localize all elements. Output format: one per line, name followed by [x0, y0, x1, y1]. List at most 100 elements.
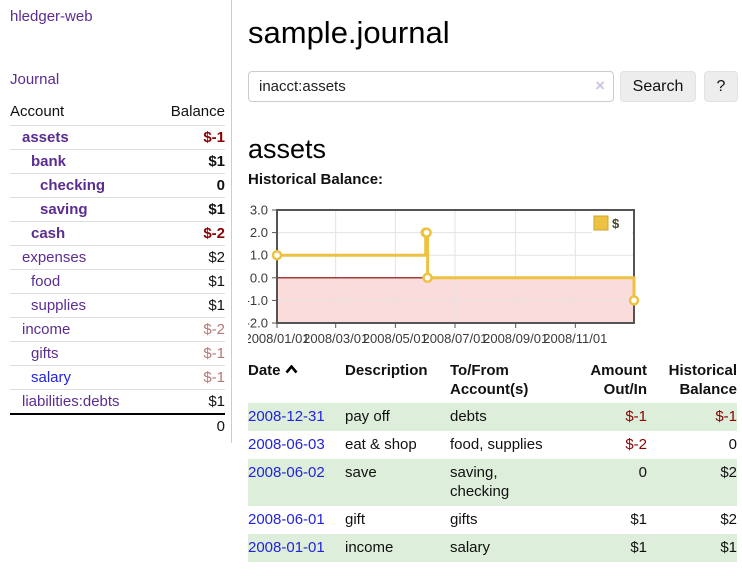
sidebar: hledger-web Journal Account Balance asse…: [0, 0, 232, 443]
legend-swatch: [593, 215, 609, 231]
account-balance: $1: [153, 197, 225, 222]
account-balance: $2: [153, 245, 225, 270]
account-row: cash $-2: [10, 221, 225, 246]
account-link-salary[interactable]: salary: [31, 369, 72, 386]
clear-search-icon[interactable]: ×: [595, 76, 605, 95]
register-col-amount-out-in: Amount Out/In: [590, 362, 647, 398]
register-accounts-cell: debts: [450, 408, 487, 425]
account-link-cash[interactable]: cash: [31, 225, 66, 242]
account-row: bank $1: [10, 149, 225, 174]
legend-label: $: [612, 216, 620, 231]
y-tick-label: -1.0: [248, 293, 268, 308]
account-name-cell: salary: [10, 365, 154, 390]
x-tick-label: 2008/07/01: [422, 331, 487, 346]
account-name-cell: expenses: [10, 245, 154, 270]
transaction-date-link[interactable]: 2008-12-31: [248, 408, 325, 425]
account-link-food[interactable]: food: [31, 273, 61, 290]
register-accounts-cell: salary: [450, 539, 491, 556]
account-balance: $-1: [153, 341, 225, 366]
register-row: 2008-01-01 income salary $1 $1: [248, 534, 737, 562]
sidebar-item-journal[interactable]: Journal: [10, 71, 60, 88]
data-point: [421, 227, 432, 238]
account-link-checking[interactable]: checking: [40, 177, 106, 194]
register-date-cell: 2008-06-02: [248, 459, 345, 506]
account-heading: assets: [248, 134, 327, 165]
account-row: expenses $2: [10, 245, 225, 270]
account-link-saving[interactable]: saving: [40, 201, 88, 218]
x-tick-label: 2008/05/01: [363, 331, 428, 346]
transaction-date-link[interactable]: 2008-01-01: [248, 539, 325, 556]
register-col-date[interactable]: Date: [248, 358, 345, 403]
data-point: [271, 249, 283, 261]
plot-border: [276, 209, 635, 324]
account-balance: $-2: [153, 221, 225, 246]
register-header-row: Date Description To/From Account(s) Amount Ou…: [248, 358, 737, 403]
search-input[interactable]: [248, 71, 614, 102]
chart-legend: $: [592, 214, 632, 234]
page-title: sample.journal: [248, 14, 450, 50]
account-balance: $1: [153, 293, 225, 318]
register-description-cell: gift: [345, 511, 366, 528]
account-name-cell: saving: [10, 197, 154, 222]
register-description-cell: save: [345, 464, 377, 481]
register-accounts-cell: gifts: [450, 511, 478, 528]
register-description-cell: income: [345, 539, 394, 556]
register-balance-cell: $1: [720, 539, 737, 556]
y-tick-label: 2.0: [250, 225, 268, 240]
register-amount-cell: $-1: [625, 408, 647, 425]
account-row: liabilities:debts $1: [10, 389, 225, 414]
account-name-cell: bank: [10, 149, 154, 174]
register-row: 2008-12-31 pay off debts $-1 $-1: [248, 403, 737, 431]
register-balance-cell: 0: [728, 436, 737, 453]
accounts-total-balance: 0: [153, 413, 225, 438]
y-tick-label: -2.0: [248, 316, 268, 331]
register-balance-cell: $-1: [715, 408, 737, 425]
account-link-income[interactable]: income: [22, 321, 71, 338]
register-balance-cell: $2: [720, 511, 737, 528]
register-col-description: Description: [345, 362, 428, 379]
account-name-cell: assets: [10, 125, 154, 150]
register-description-cell: eat & shop: [345, 436, 417, 453]
register-col-to-from-account-s-: To/From Account(s): [450, 362, 529, 398]
x-tick-label: 2008/01/01: [248, 331, 310, 346]
y-tick-label: 1.0: [250, 248, 268, 263]
register-row: 2008-06-02 save saving, checking 0 $2: [248, 459, 737, 506]
account-row: saving $1: [10, 197, 225, 222]
account-link-supplies[interactable]: supplies: [31, 297, 87, 314]
register-row: 2008-06-03 eat & shop food, supplies $-2 0: [248, 431, 737, 459]
account-balance: $1: [153, 269, 225, 294]
account-row: salary $-1: [10, 365, 225, 390]
account-link-expenses[interactable]: expenses: [22, 249, 87, 266]
register-date-cell: 2008-06-01: [248, 506, 345, 534]
transaction-date-link[interactable]: 2008-06-01: [248, 511, 325, 528]
register-amount-cell: 0: [638, 464, 647, 481]
account-name-cell: gifts: [10, 341, 154, 366]
brand-link[interactable]: hledger-web: [10, 8, 93, 25]
account-balance: $-2: [153, 317, 225, 342]
account-name-cell: supplies: [10, 293, 154, 318]
account-link-assets[interactable]: assets: [22, 129, 69, 146]
account-balance: $-1: [153, 365, 225, 390]
account-link-gifts[interactable]: gifts: [31, 345, 59, 362]
data-point: [628, 295, 640, 306]
transaction-date-link[interactable]: 2008-06-03: [248, 436, 325, 453]
transaction-date-link[interactable]: 2008-06-02: [248, 464, 325, 481]
help-button[interactable]: ?: [704, 71, 738, 102]
register-date-cell: 2008-01-01: [248, 534, 345, 562]
account-name-cell: checking: [10, 173, 154, 198]
account-name-cell: cash: [10, 221, 154, 246]
register-amount-cell: $1: [630, 539, 647, 556]
chart-title: Historical Balance:: [248, 171, 384, 188]
account-link-bank[interactable]: bank: [31, 153, 67, 170]
account-link-liabilities-debts[interactable]: liabilities:debts: [22, 393, 120, 410]
register-date-cell: 2008-06-03: [248, 431, 345, 459]
search-input-wrap: ×: [248, 71, 614, 102]
account-balance: $1: [153, 149, 225, 174]
account-balance: $-1: [153, 125, 225, 150]
accounts-header-account: Account: [10, 103, 65, 120]
register-col-historical-balance: Historical Balance: [668, 362, 737, 398]
account-balance: $1: [153, 389, 225, 414]
search-button[interactable]: Search: [620, 71, 696, 102]
account-row: checking 0: [10, 173, 225, 198]
